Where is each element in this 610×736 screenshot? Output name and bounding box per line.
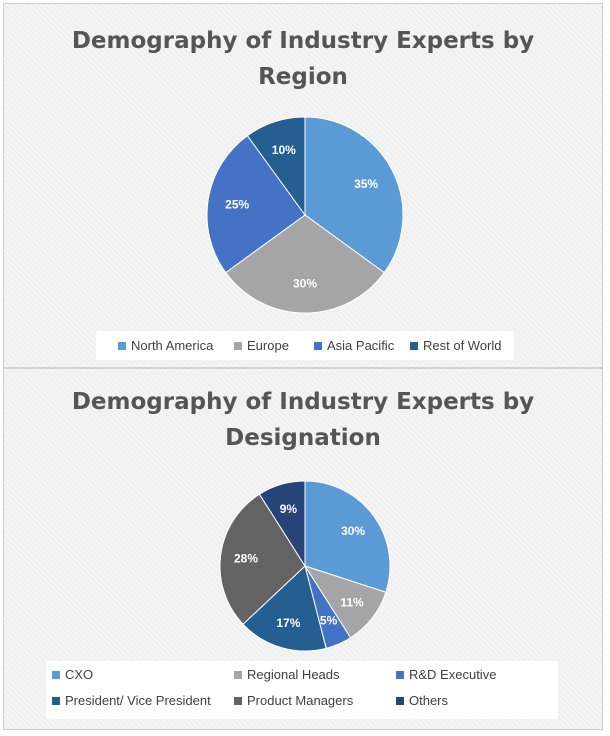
legend-swatch [234, 696, 242, 705]
data-label-others: 9% [280, 502, 298, 516]
legend-item-rest-of-world: Rest of World [410, 338, 502, 353]
region-pie-chart: 35% 30% 25% 10% [206, 116, 404, 314]
data-label-cxo: 30% [341, 524, 365, 538]
data-label-rest-of-world: 10% [272, 143, 296, 157]
pie-slice-president-vice-president [242, 565, 327, 652]
pie-slice-europe [225, 214, 385, 314]
legend-item-europe: Europe [234, 338, 289, 353]
legend-label: R&D Executive [409, 667, 497, 682]
data-label-product-managers: 28% [234, 552, 258, 566]
legend-label: North America [131, 338, 214, 353]
pie-slice-north-america [304, 116, 404, 274]
legend-item-north-america: North America [118, 338, 213, 353]
legend-item-regional-heads: Regional Heads [234, 667, 340, 682]
designation-chart-title-line-1: Demography of Industry Experts by [71, 389, 535, 415]
legend-item-cxo: CXO [52, 667, 93, 682]
region-chart-panel: Demography of Industry Experts by Region… [3, 3, 603, 368]
pie-slice-others [258, 480, 306, 568]
legend-item-president-vice-president: President/ Vice President [52, 693, 211, 708]
legend-label: Regional Heads [247, 667, 340, 682]
region-chart-title-line-1: Demography of Industry Experts by [71, 28, 535, 54]
legend-swatch [410, 341, 418, 350]
legend-item-product-managers: Product Managers [234, 693, 353, 708]
pie-slice-product-managers [219, 493, 306, 625]
legend-swatch [52, 670, 60, 679]
legend-swatch [234, 670, 242, 679]
legend-swatch [52, 696, 60, 705]
legend-swatch [118, 341, 126, 350]
legend-label: Product Managers [247, 693, 354, 708]
legend-swatch [396, 696, 404, 705]
legend-label: Rest of World [423, 338, 502, 353]
region-legend: North America Europe Asia Pacific Rest o… [96, 331, 514, 360]
legend-swatch [314, 341, 322, 350]
designation-chart-title-line-2: Designation [225, 425, 381, 451]
region-chart-title-line-2: Region [258, 64, 348, 90]
data-label-north-america: 35% [354, 177, 378, 191]
legend-label: Europe [247, 338, 289, 353]
legend-item-asia-pacific: Asia Pacific [314, 338, 394, 353]
legend-label: President/ Vice President [65, 693, 211, 708]
designation-chart-panel: Demography of Industry Experts by Design… [3, 368, 603, 730]
data-label-president-vice-president: 17% [276, 616, 300, 630]
designation-legend: CXO Regional Heads R&D Executive Preside… [46, 661, 558, 719]
legend-label: CXO [65, 667, 94, 682]
legend-swatch [234, 341, 242, 350]
legend-label: Asia Pacific [327, 338, 395, 353]
pie-slice-cxo [304, 480, 391, 593]
legend-item-others: Others [396, 693, 448, 708]
designation-pie-chart: 30% 11%5% 17% 28% 9% [219, 480, 391, 652]
pie-slice-rest-of-world [246, 116, 306, 217]
data-label-regional-heads: 11% [340, 596, 364, 610]
data-label-r-d-executive: 5% [320, 614, 338, 628]
data-label-europe: 30% [293, 277, 317, 291]
data-label-asia-pacific: 25% [225, 197, 249, 211]
legend-label: Others [409, 693, 449, 708]
legend-swatch [396, 670, 404, 679]
pie-slice-asia-pacific [206, 135, 306, 274]
legend-item-rd-executive: R&D Executive [396, 667, 496, 682]
